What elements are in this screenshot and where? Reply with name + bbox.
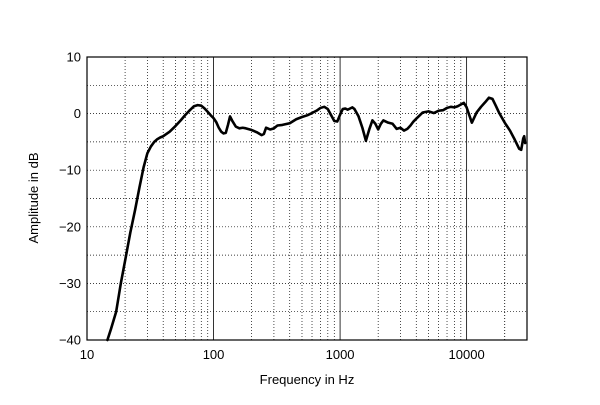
grid [87,57,527,340]
x-axis-label: Frequency in Hz [260,372,355,387]
y-tick-label: −30 [59,276,81,291]
y-tick-label: −40 [59,333,81,348]
y-axis-label: Amplitude in dB [26,152,41,243]
major-grid [213,57,468,340]
x-tick-label: 10 [80,347,94,362]
plot-frame [86,56,528,341]
series-group [106,96,527,342]
x-tick-label: 100 [203,347,225,362]
series-line-0 [106,96,527,342]
minor-grid [87,57,527,340]
y-tick-label: −10 [59,163,81,178]
y-tick-label: 0 [74,106,81,121]
y-axis-ticks: 10 0 −10 −20 −30 −40 [59,50,81,348]
y-tick-label: 10 [67,50,81,65]
x-tick-label: 10000 [449,347,485,362]
y-tick-label: −20 [59,219,81,234]
x-axis-ticks: 10 100 1000 10000 [80,347,485,362]
x-tick-label: 1000 [326,347,355,362]
